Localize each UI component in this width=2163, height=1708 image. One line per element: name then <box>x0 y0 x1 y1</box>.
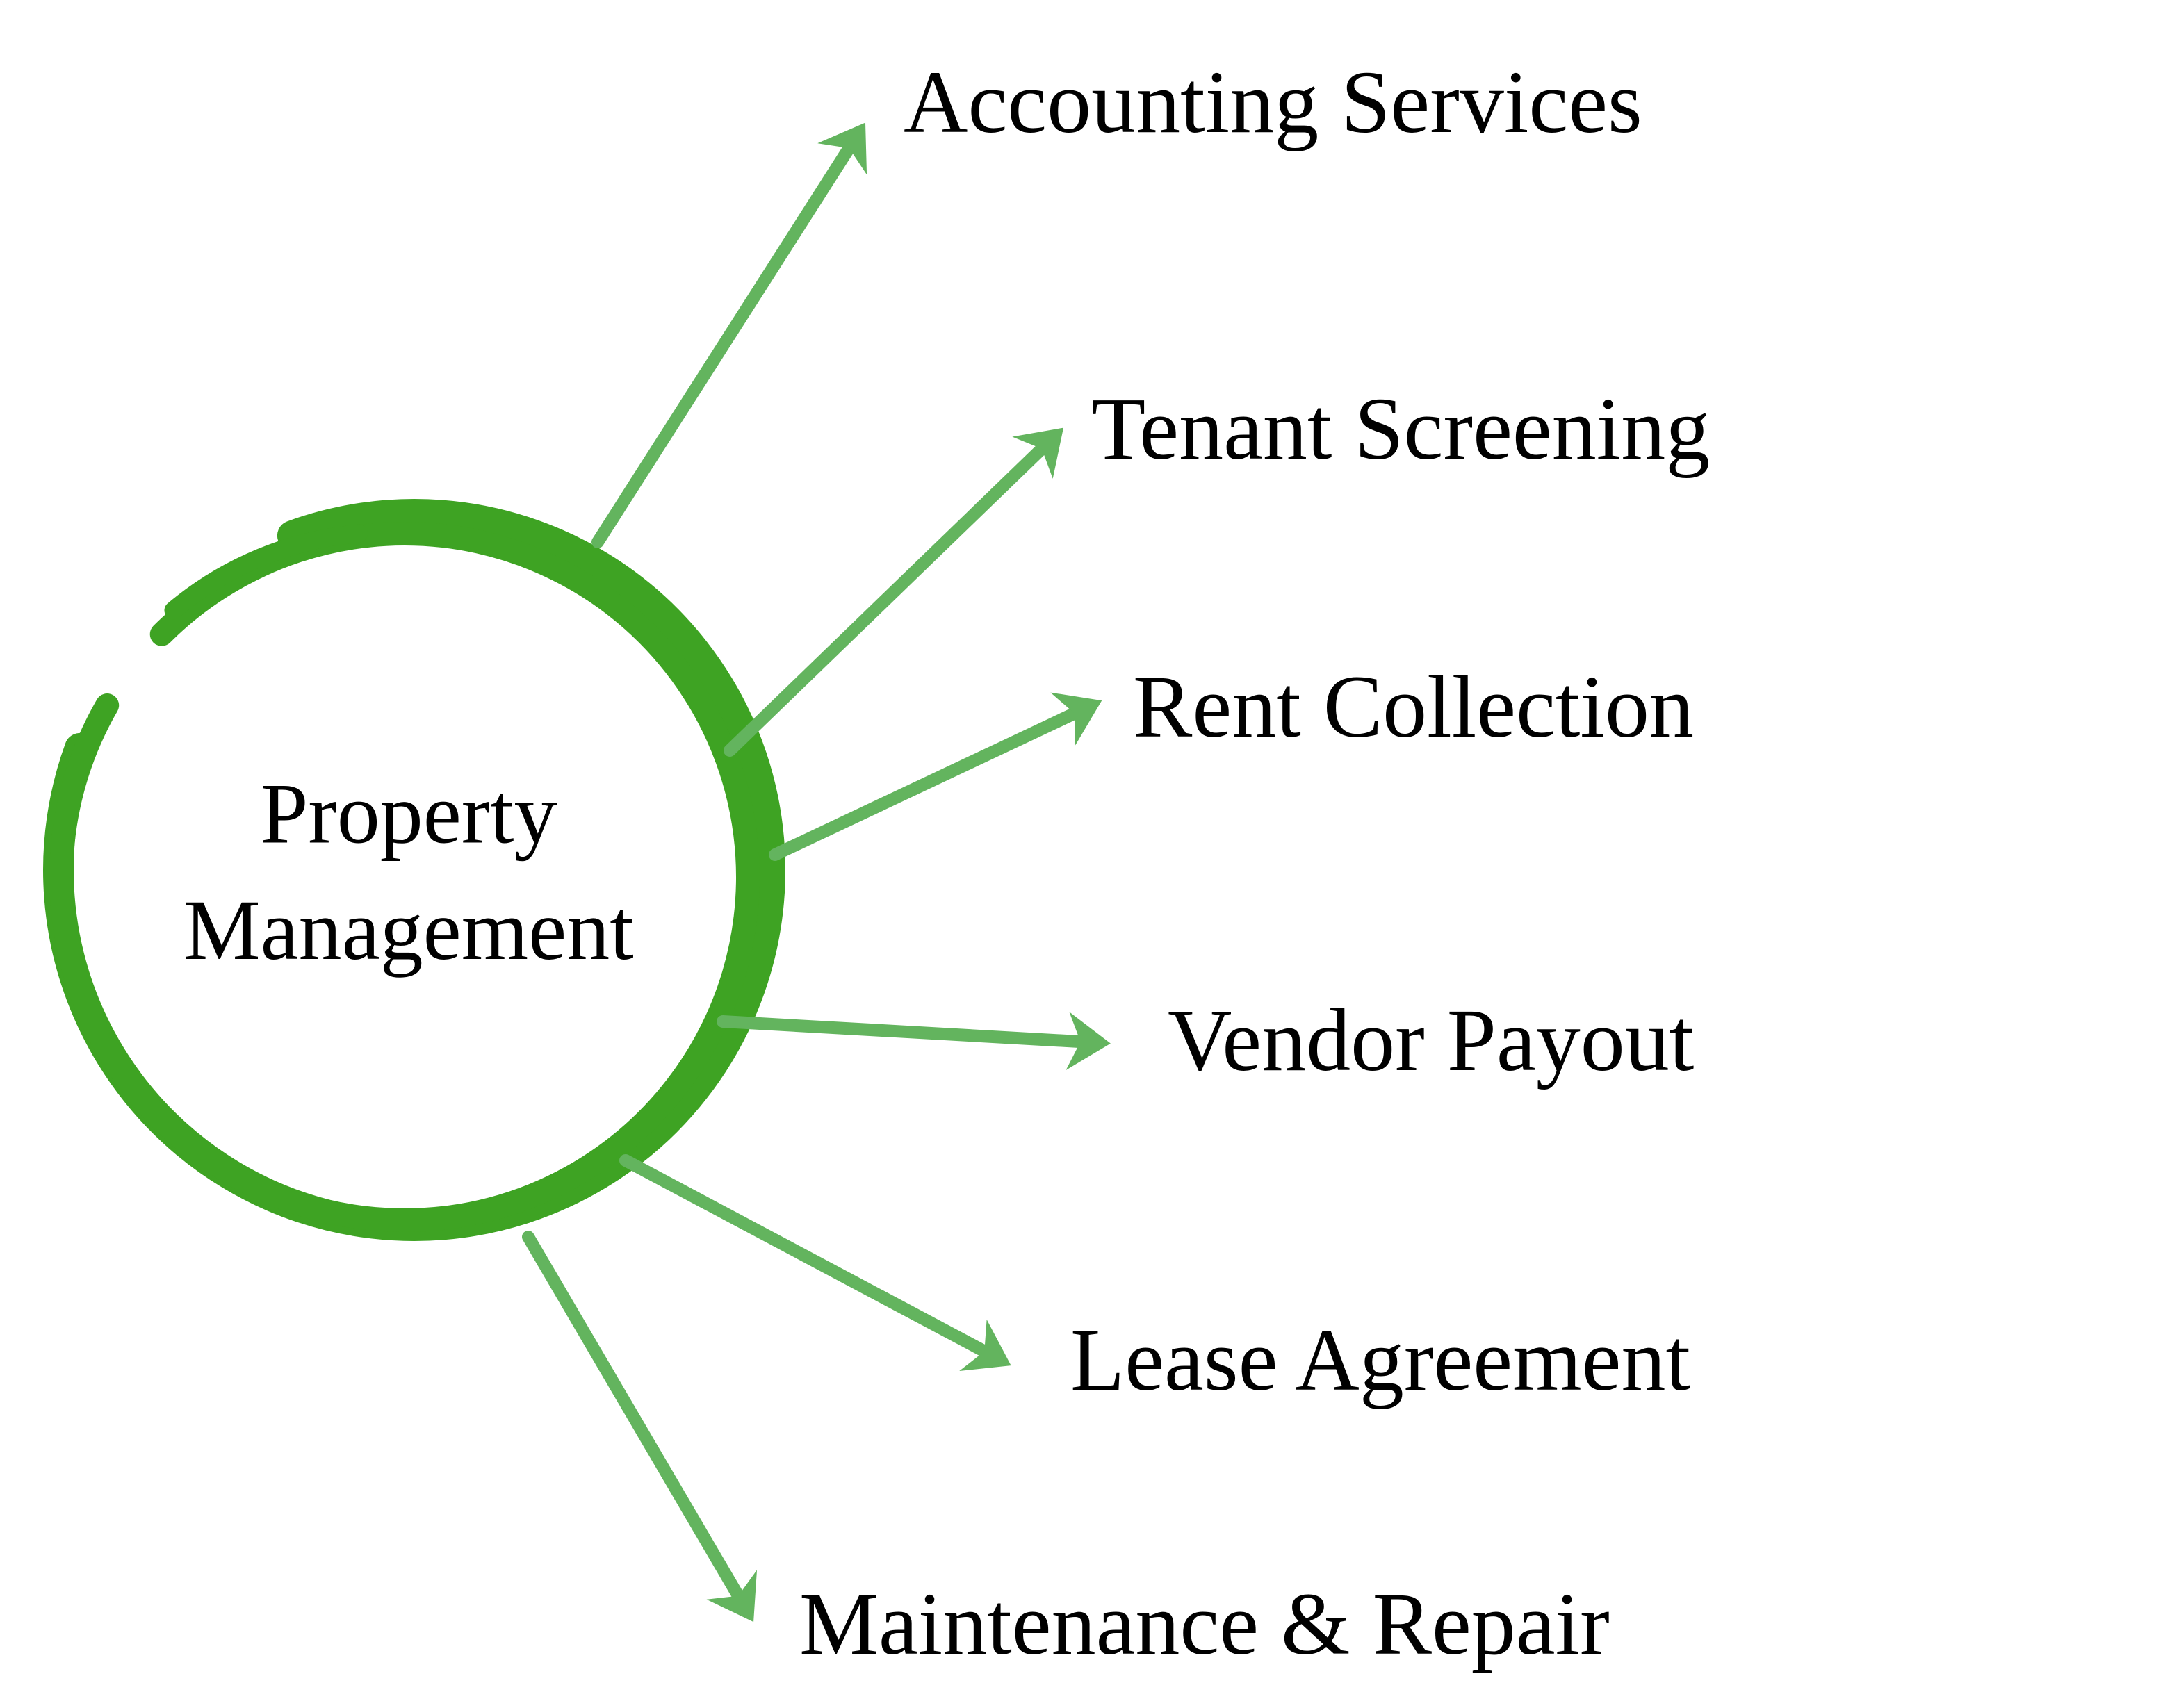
branch-label-4: Lease Agreement <box>1070 1311 1690 1409</box>
branch-5: Maintenance & Repair <box>528 1237 1610 1673</box>
branch-2: Rent Collection <box>775 657 1694 855</box>
arrow-3 <box>723 1021 1091 1042</box>
arrow-4 <box>626 1160 994 1356</box>
diagram-canvas: PropertyManagement Accounting Services Ten… <box>0 0 2163 1708</box>
arrow-5 <box>528 1237 744 1605</box>
branch-label-0: Accounting Services <box>904 53 1642 151</box>
center-label: PropertyManagement <box>183 766 633 978</box>
branch-label-1: Tenant Screening <box>1091 379 1710 478</box>
branch-3: Vendor Payout <box>723 991 1694 1090</box>
branch-label-5: Maintenance & Repair <box>799 1575 1610 1673</box>
branch-label-2: Rent Collection <box>1133 657 1694 756</box>
arrow-0 <box>598 139 855 542</box>
center-circle <box>58 514 770 1226</box>
arrow-2 <box>775 709 1084 855</box>
branch-label-3: Vendor Payout <box>1168 991 1694 1090</box>
arrow-1 <box>730 441 1050 750</box>
branch-4: Lease Agreement <box>626 1160 1690 1409</box>
